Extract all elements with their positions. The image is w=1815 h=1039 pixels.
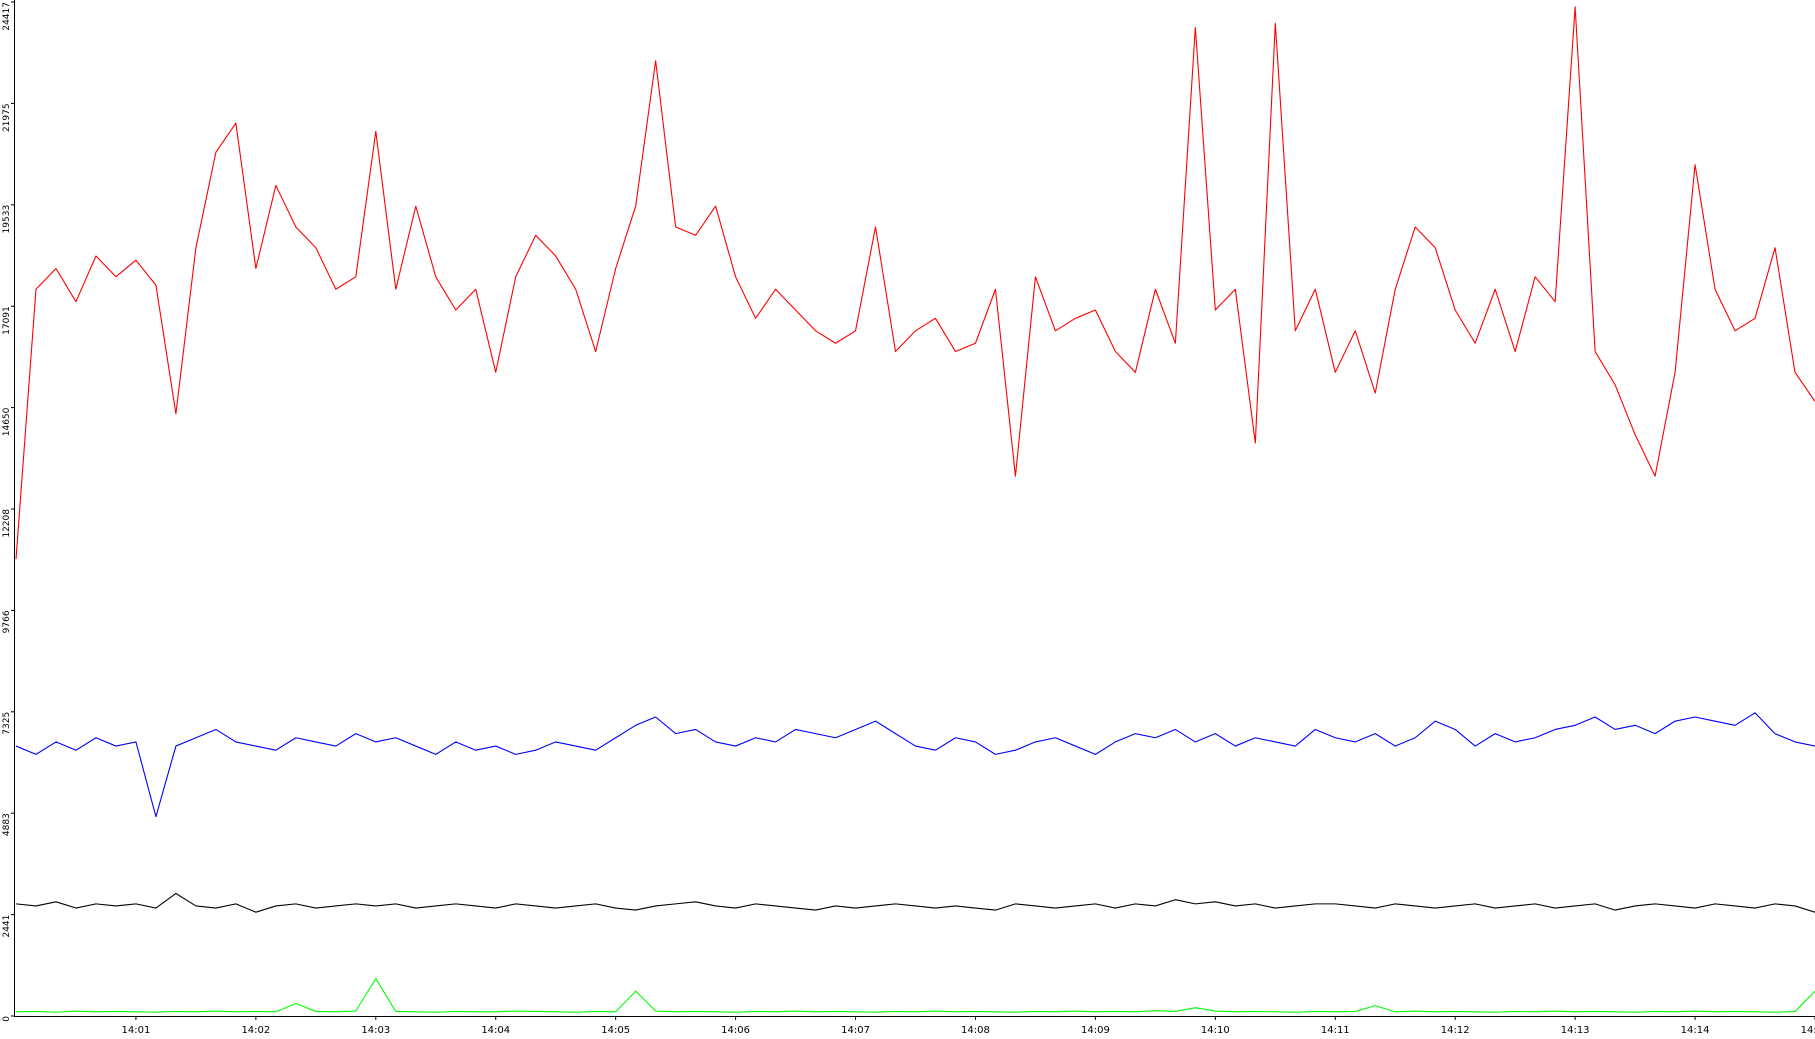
x-tick-label: 14:07 xyxy=(841,1025,870,1036)
x-tick-label: 14:01 xyxy=(122,1025,151,1036)
x-tick-label: 14:06 xyxy=(721,1025,750,1036)
x-tick-label: 14:09 xyxy=(1081,1025,1110,1036)
x-tick-label: 14:08 xyxy=(961,1025,990,1036)
y-tick-label: 0 xyxy=(2,1016,12,1022)
x-tick-label: 14:02 xyxy=(241,1025,270,1036)
x-tick-label: 14:15 xyxy=(1801,1025,1815,1036)
x-tick-label: 14:03 xyxy=(361,1025,390,1036)
y-tick-label: 9766 xyxy=(2,610,12,633)
y-tick-label: 7325 xyxy=(2,712,12,735)
y-tick-label: 19533 xyxy=(2,205,12,234)
x-tick-label: 14:14 xyxy=(1681,1025,1710,1036)
x-tick-label: 14:10 xyxy=(1201,1025,1230,1036)
line-series xyxy=(15,712,1815,818)
y-tick-label: 12208 xyxy=(2,509,12,538)
x-tick-label: 14:05 xyxy=(601,1025,630,1036)
line-series xyxy=(15,892,1815,913)
y-tick-label: 24417 xyxy=(2,2,12,31)
y-tick-label: 21975 xyxy=(2,103,12,132)
x-tick-label: 14:12 xyxy=(1441,1025,1470,1036)
y-tick-label: 4883 xyxy=(2,813,12,836)
y-tick-label: 14650 xyxy=(2,407,12,436)
line-series xyxy=(15,978,1815,1013)
line-series xyxy=(15,6,1815,560)
x-tick-label: 14:13 xyxy=(1561,1025,1590,1036)
x-tick-label: 14:04 xyxy=(481,1025,510,1036)
x-tick-label: 14:11 xyxy=(1321,1025,1350,1036)
y-tick-label: 2441 xyxy=(2,915,12,938)
y-tick-label: 17091 xyxy=(2,306,12,335)
